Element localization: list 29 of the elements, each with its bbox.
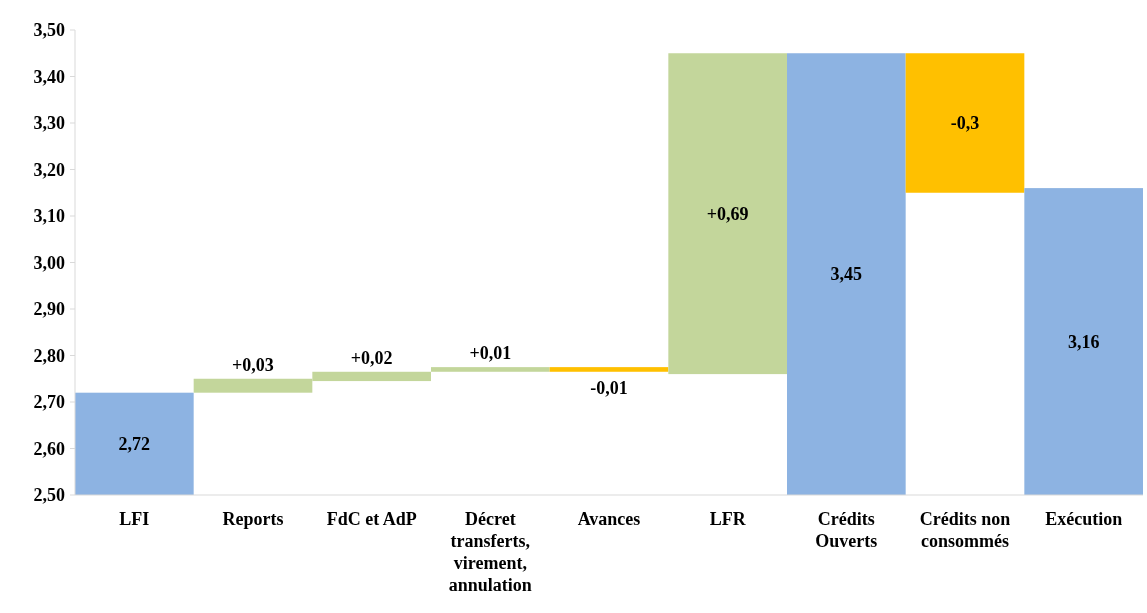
x-tick-label: Crédits non consommés <box>919 509 1011 551</box>
y-tick-label: 2,70 <box>33 392 65 412</box>
y-tick-label: 2,50 <box>33 485 65 505</box>
x-tick-label: Décret transferts, virement, annulation <box>448 509 532 595</box>
y-tick-label: 2,80 <box>33 345 65 366</box>
data-label: 2,72 <box>118 433 151 454</box>
y-tick-label: 3,40 <box>33 66 65 87</box>
data-label: 3,45 <box>830 264 863 285</box>
y-tick-label: 3,10 <box>33 206 65 226</box>
x-tick-label: Crédits Ouverts <box>815 509 878 551</box>
y-tick-label: 3,30 <box>33 113 65 133</box>
data-label: -0,01 <box>590 377 628 398</box>
x-tick-label: Avances <box>577 509 641 529</box>
y-tick-label: 3,00 <box>33 252 65 273</box>
x-tick-label: LFI <box>119 509 150 529</box>
data-label: +0,69 <box>706 203 749 224</box>
y-tick-label: 3,50 <box>33 20 65 40</box>
data-label: +0,01 <box>469 343 512 364</box>
x-tick-label: FdC et AdP <box>326 509 417 529</box>
x-tick-label: LFR <box>709 509 747 529</box>
x-tick-label: Reports <box>222 509 284 529</box>
data-label: +0,02 <box>350 347 393 368</box>
data-label: -0,3 <box>950 113 980 133</box>
data-label: 3,16 <box>1067 331 1100 352</box>
y-tick-label: 3,20 <box>33 159 65 180</box>
data-label: +0,03 <box>232 354 274 375</box>
y-tick-label: 2,90 <box>33 299 65 319</box>
y-tick-label: 2,60 <box>33 438 65 459</box>
x-tick-label: Exécution <box>1045 509 1123 529</box>
